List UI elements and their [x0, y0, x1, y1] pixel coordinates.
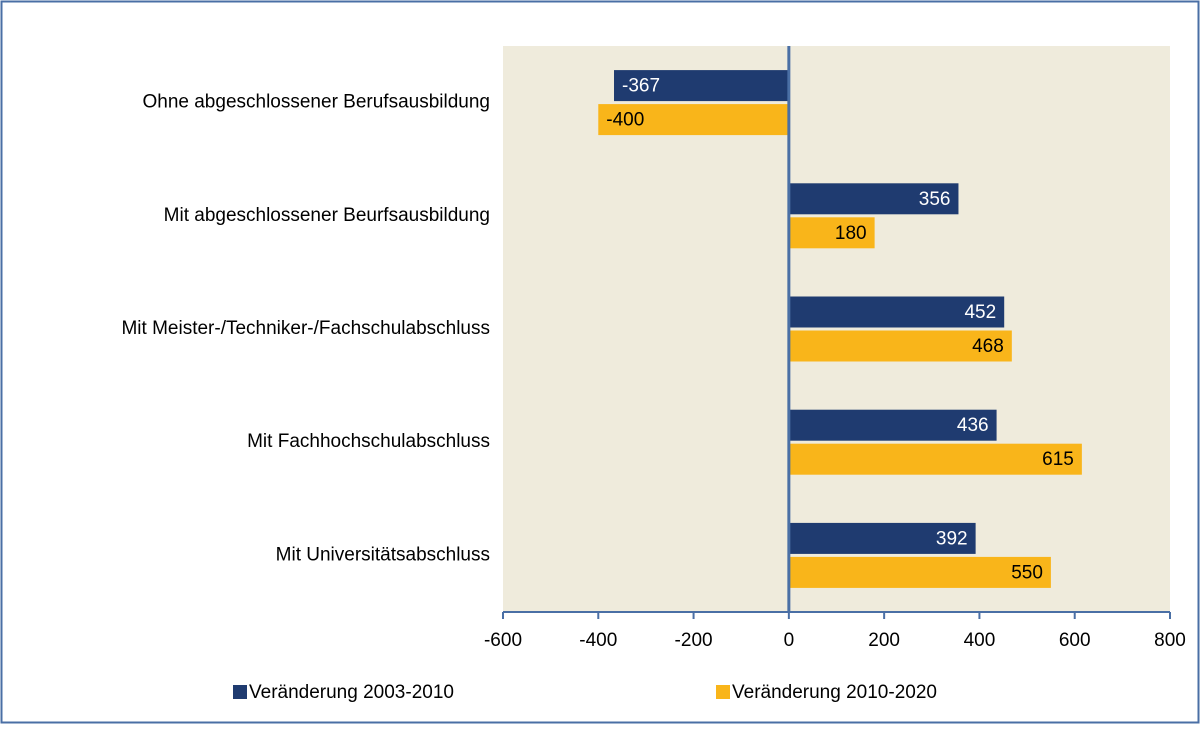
x-tick-label: 600 [1059, 630, 1091, 651]
data-label: 436 [957, 415, 989, 436]
x-tick-label: -600 [484, 630, 522, 651]
bar [788, 443, 1082, 475]
legend-label: Veränderung 2010-2020 [732, 682, 937, 703]
x-tick-label: -400 [579, 630, 617, 651]
legend-swatch [233, 685, 247, 699]
data-label: 452 [964, 302, 996, 323]
x-tick-label: 400 [964, 630, 996, 651]
plot-area [503, 46, 1170, 612]
y-tick-label: Mit Universitätsabschluss [276, 544, 490, 565]
bar [598, 104, 789, 136]
bar [614, 70, 789, 102]
legend-swatch [716, 685, 730, 699]
x-tick-label: -200 [675, 630, 713, 651]
bar [788, 217, 875, 249]
data-label: 180 [835, 223, 867, 244]
bar [788, 296, 1005, 328]
data-label: 392 [936, 528, 968, 549]
data-label: -400 [606, 110, 644, 131]
bar [788, 409, 997, 441]
bar [788, 522, 976, 554]
data-label: 550 [1011, 562, 1043, 583]
y-tick-label: Mit abgeschlossener Beurfsausbildung [164, 205, 490, 226]
y-tick-label: Ohne abgeschlossener Berufsausbildung [142, 92, 490, 113]
bar [788, 556, 1051, 588]
y-tick-label: Mit Meister-/Techniker-/Fachschulabschlu… [121, 318, 490, 339]
x-tick-label: 200 [868, 630, 900, 651]
x-tick-label: 0 [784, 630, 795, 651]
bar [788, 330, 1012, 362]
data-label: -367 [622, 76, 660, 97]
data-label: 468 [972, 336, 1004, 357]
x-tick-label: 800 [1154, 630, 1186, 651]
legend-label: Veränderung 2003-2010 [249, 682, 454, 703]
y-tick-label: Mit Fachhochschulabschluss [247, 431, 490, 452]
data-label: 615 [1042, 449, 1074, 470]
data-label: 356 [919, 189, 951, 210]
bar [788, 183, 959, 215]
